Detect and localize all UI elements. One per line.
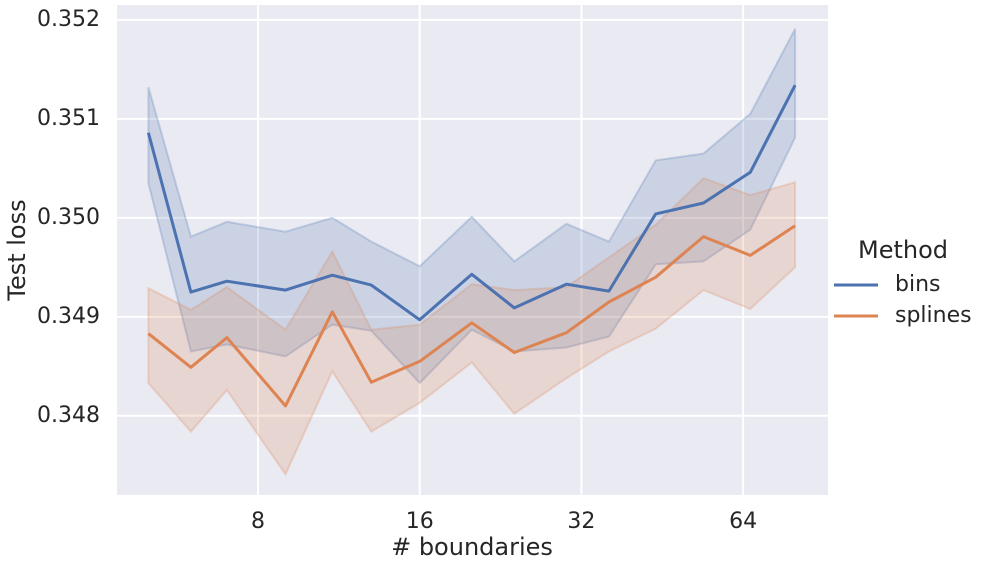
y-tick-label: 0.349 [37, 304, 100, 329]
x-axis-label: # boundaries [391, 533, 553, 561]
y-axis-label: Test loss [3, 199, 31, 301]
y-tick-label: 0.352 [37, 7, 100, 32]
y-tick-label: 0.348 [37, 403, 100, 428]
series-line [147, 224, 796, 408]
y-tick-label: 0.351 [37, 106, 100, 131]
plot-background [117, 5, 828, 495]
x-tick-label: 32 [567, 509, 595, 534]
y-tick-label: 0.350 [37, 205, 100, 230]
x-tick-label: 8 [251, 509, 265, 534]
grid [117, 5, 828, 495]
marks [146, 28, 797, 477]
confidence-band [147, 28, 797, 385]
x-tick-label: 16 [406, 509, 434, 534]
legend-label: bins [895, 272, 940, 297]
legend-label: splines [895, 303, 972, 328]
legend-title: Method [858, 236, 948, 264]
series-line [146, 84, 797, 322]
x-tick-label: 64 [729, 509, 757, 534]
